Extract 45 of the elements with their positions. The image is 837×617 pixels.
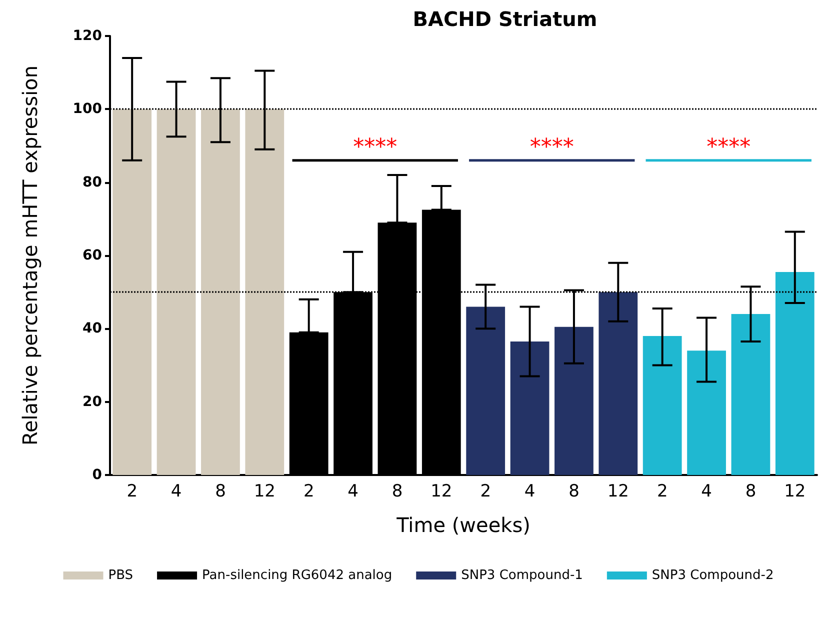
annotation: **** [353,134,398,160]
bar [510,341,550,475]
y-tick-label: 20 [82,394,102,410]
x-tick-label: 2 [126,482,138,502]
y-tick-label: 100 [72,101,102,118]
x-tick-label: 4 [348,482,358,502]
x-tick-label: 12 [607,482,629,502]
legend-label: SNP3 Compound-2 [652,568,774,583]
y-tick-label: 0 [92,467,102,483]
bar [731,314,770,475]
x-axis-title: Time (weeks) [396,513,530,537]
bar [245,109,284,475]
bar [156,109,196,475]
x-tick-label: 8 [568,482,580,502]
y-tick-label: 120 [72,28,102,44]
x-tick-label: 12 [254,482,276,502]
x-tick-label: 8 [215,482,226,502]
x-tick-label: 12 [430,482,452,502]
legend-label: SNP3 Compound-1 [461,568,583,583]
bar [201,109,240,475]
x-tick-label: 8 [745,482,756,502]
y-tick-label: 60 [82,248,102,264]
x-tick-label: 4 [524,482,536,502]
bar [554,326,594,475]
chart-title: BACHD Striatum [412,7,598,31]
bar [466,306,506,475]
bar [687,350,726,475]
bar [598,292,638,475]
legend-label: PBS [108,568,134,583]
y-tick-label: 40 [82,320,102,337]
y-axis-title: Relative percentage mHTT expression [18,65,42,446]
annotation: **** [530,134,574,160]
x-tick-label: 12 [784,482,806,502]
bar [775,272,814,475]
x-tick-label: 2 [303,482,314,502]
x-tick-label: 8 [392,482,403,502]
legend-label: Pan-silencing RG6042 analog [202,568,392,583]
bar [112,109,152,475]
annotation: **** [706,134,751,160]
bar [642,336,682,475]
x-tick-label: 2 [480,482,492,502]
y-tick-label: 80 [82,174,102,190]
x-tick-label: 2 [656,482,668,502]
x-tick-label: 4 [701,482,712,502]
x-tick-label: 4 [170,482,182,502]
